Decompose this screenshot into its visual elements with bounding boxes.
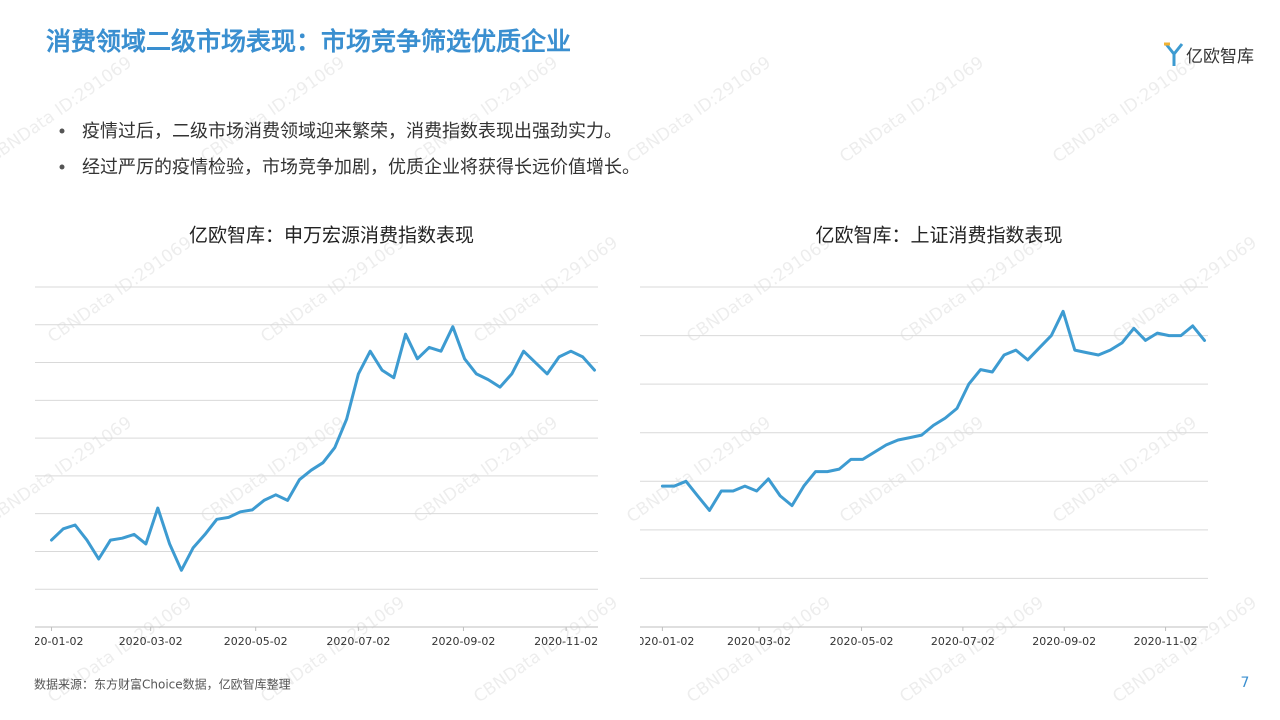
chart-title: 亿欧智库：上证消费指数表现: [815, 225, 1062, 247]
x-tick-label: 2020-05-02: [830, 635, 894, 648]
x-tick-label: 2020-07-02: [931, 635, 995, 648]
source-note: 数据来源：东方财富Choice数据，亿欧智库整理: [34, 677, 291, 692]
logo: 亿欧智库: [1164, 42, 1254, 67]
page-number: 7: [1241, 675, 1250, 691]
x-tick-label: 2020-11-02: [534, 635, 598, 648]
x-tick-label: 2020-01-02: [630, 635, 694, 648]
bullet: 经过严厉的疫情检验，市场竞争加剧，优质企业将获得长远价值增长。: [82, 157, 640, 178]
x-tick-label: 2020-03-02: [119, 635, 183, 648]
bullet-dot: [59, 128, 65, 134]
slide-title: 消费领域二级市场表现：市场竞争筛选优质企业: [46, 27, 571, 56]
chart-title: 亿欧智库：申万宏源消费指数表现: [189, 225, 474, 247]
logo-text: 亿欧智库: [1186, 47, 1254, 67]
x-tick-label: 2020-03-02: [727, 635, 791, 648]
bullet-dot: [59, 164, 65, 170]
charts: 亿欧智库：申万宏源消费指数表现 2020-01-02 2020-03-02 2020-…: [20, 225, 1208, 648]
data-line: [660, 309, 1206, 512]
x-tick-label: 2020-11-02: [1134, 635, 1198, 648]
x-tick-label: 2020-05-02: [224, 635, 288, 648]
bullet: 疫情过后，二级市场消费领域迎来繁荣，消费指数表现出强劲实力。: [82, 121, 622, 142]
logo-icon: [1164, 43, 1184, 66]
data-line: [50, 325, 596, 572]
x-tick-label: 2020-09-02: [1032, 635, 1096, 648]
x-tick-label: 2020-07-02: [326, 635, 390, 648]
x-tick-label: 2020-09-02: [431, 635, 495, 648]
x-tick-label: 2020-01-02: [20, 635, 84, 648]
